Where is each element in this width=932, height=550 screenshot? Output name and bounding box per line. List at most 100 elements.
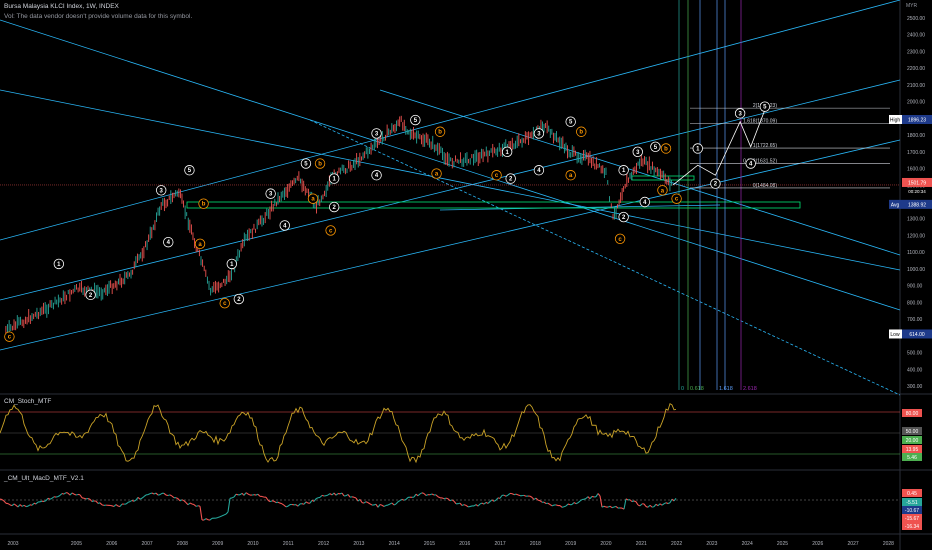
macd-line-segment <box>267 499 271 503</box>
wave-label-text: 4 <box>167 240 171 246</box>
wave-label-text: a <box>311 197 315 203</box>
wave-label-text: b <box>202 202 206 208</box>
stoch-line <box>0 402 677 464</box>
macd-line-segment <box>659 503 663 506</box>
macd-line-segment <box>313 498 317 502</box>
wave-label-circle <box>300 158 312 169</box>
macd-line-segment <box>375 503 379 508</box>
macd-line-segment <box>591 495 595 498</box>
wave-label-circle <box>279 220 290 231</box>
macd-line-segment <box>333 492 337 496</box>
macd-line-segment <box>669 498 673 503</box>
wave-label-circle <box>632 146 643 158</box>
macd-line-segment <box>127 501 131 503</box>
x-tick-label: 2027 <box>848 541 859 547</box>
macd-line-segment <box>205 518 209 521</box>
y-tick-label: 2000.00 <box>907 100 925 106</box>
wave-label-text: 4 <box>749 162 753 168</box>
x-tick-label: 2009 <box>212 541 223 547</box>
macd-line-segment <box>445 497 449 500</box>
macd-line-segment <box>301 503 305 505</box>
macd-line-segment <box>0 498 3 501</box>
macd-line-segment <box>533 497 537 500</box>
x-tick-label: 2026 <box>812 541 823 547</box>
macd-value-tag-bg <box>902 514 922 522</box>
wave-label-circle <box>410 114 421 126</box>
wave-label-text: 5 <box>414 118 418 124</box>
wave-label-text: 2 <box>237 297 241 303</box>
support-zone <box>186 201 801 209</box>
macd-line-segment <box>261 495 265 498</box>
macd-line-segment <box>285 505 289 508</box>
macd-line-segment <box>383 504 387 508</box>
y-tick-label: 2400.00 <box>907 33 925 39</box>
x-tick-label: 2008 <box>177 541 188 547</box>
macd-line-segment <box>649 504 653 508</box>
macd-line-segment <box>537 499 541 502</box>
wave-label-circle <box>650 141 661 153</box>
x-tick-label: 2023 <box>706 541 717 547</box>
last-price-countdown: 00:20:34 <box>908 189 926 194</box>
macd-line-segment <box>59 493 63 496</box>
y-tick-label: 700.00 <box>907 317 923 323</box>
macd-line-segment <box>209 517 213 521</box>
macd-line-segment <box>389 502 393 505</box>
macd-line-segment <box>493 499 497 502</box>
macd-line-segment <box>277 501 281 504</box>
macd-line-segment <box>653 503 657 508</box>
macd-line-segment <box>397 500 401 503</box>
wave-label-circle <box>328 201 340 213</box>
macd-line-segment <box>451 499 455 502</box>
wave-label-text: 5 <box>569 120 573 126</box>
macd-line-segment <box>43 500 47 502</box>
macd-value-tag: 0.45 <box>907 491 917 497</box>
x-tick-label: 2014 <box>389 541 400 547</box>
macd-line-segment <box>611 506 615 509</box>
x-tick-label: 2010 <box>247 541 258 547</box>
x-tick-label: 2016 <box>459 541 470 547</box>
macd-line-segment <box>119 503 123 507</box>
fib-time-label: 0 <box>681 386 684 392</box>
macd-line-segment <box>405 497 409 500</box>
stoch-indicator-label[interactable]: CM_Stoch_MTF <box>4 398 52 405</box>
wave-label-circle <box>53 258 65 270</box>
wave-label-text: 1 <box>696 146 700 152</box>
macd-line-segment <box>49 497 53 500</box>
macd-line-segment <box>417 493 421 497</box>
macd-line-segment <box>319 494 323 498</box>
macd-value-tag: -10.67 <box>905 508 919 514</box>
macd-line-segment <box>673 497 677 502</box>
trend-channel-line <box>439 204 721 211</box>
macd-line-segment <box>457 502 461 505</box>
macd-line-segment <box>661 503 665 506</box>
macd-line-segment <box>637 504 641 507</box>
macd-indicator-label[interactable]: _CM_Ult_MacD_MTF_V2.1 <box>4 475 84 482</box>
macd-line-segment <box>473 504 477 507</box>
low-price-tag: 614.00 <box>909 332 925 338</box>
wave-label-text: b <box>318 162 322 168</box>
macd-line-segment <box>243 492 247 496</box>
macd-line-segment <box>325 494 329 497</box>
high-price-tag-bg <box>902 114 932 124</box>
wave-label-text: 1 <box>230 262 234 268</box>
macd-line-segment <box>185 502 189 506</box>
macd-line-segment <box>79 494 83 499</box>
wave-label-text: 1 <box>622 168 626 174</box>
x-tick-label: 2006 <box>106 541 117 547</box>
macd-line-segment <box>265 496 269 501</box>
last-price-tag: 1501.79 <box>908 180 926 186</box>
macd-line-segment <box>549 504 553 507</box>
wave-label-circle <box>325 225 336 236</box>
currency-label: MYR <box>906 3 918 9</box>
wave-label-text: 3 <box>269 192 273 198</box>
macd-line-segment <box>151 492 155 495</box>
x-tick-label: 2028 <box>883 541 894 547</box>
wave-label-text: 5 <box>188 168 192 174</box>
wave-label-circle <box>371 128 382 139</box>
macd-line-segment <box>495 497 499 501</box>
wave-label-circle <box>501 146 513 158</box>
macd-line-segment <box>475 504 479 507</box>
macd-line-segment <box>27 504 31 507</box>
macd-line-segment <box>187 502 191 506</box>
